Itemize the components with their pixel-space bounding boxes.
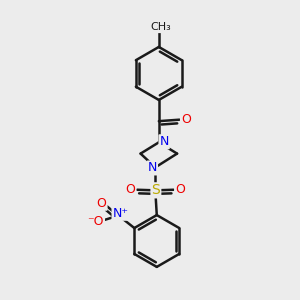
Text: ⁻O: ⁻O [88,215,104,228]
Text: O: O [97,197,106,210]
Text: S: S [152,183,160,197]
Text: O: O [175,183,185,196]
Text: CH₃: CH₃ [150,22,171,32]
Text: O: O [126,183,136,196]
Text: O: O [181,113,191,126]
Text: N: N [159,135,169,148]
Text: N: N [148,161,157,175]
Text: N⁺: N⁺ [112,207,128,220]
